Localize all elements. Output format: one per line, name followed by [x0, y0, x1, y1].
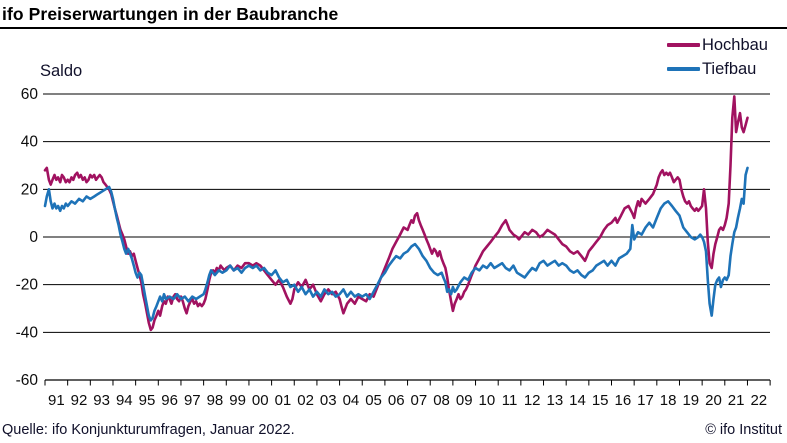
- tiefbau-line: [43, 166, 749, 322]
- x-tick-label: 11: [502, 392, 518, 409]
- x-tick-label: 96: [161, 392, 178, 409]
- chart-legend: Hochbau Tiefbau: [666, 36, 768, 78]
- x-tick-label: 08: [433, 392, 450, 409]
- x-tick-label: 03: [320, 392, 337, 409]
- x-tick-label: 04: [343, 392, 360, 409]
- y-tick-label: 20: [21, 181, 39, 198]
- x-tick-label: 01: [275, 392, 292, 409]
- y-tick-label: 40: [21, 134, 39, 151]
- x-tick-label: 94: [116, 392, 133, 409]
- x-tick-label: 21: [728, 392, 745, 409]
- legend-item-hochbau: Hochbau: [666, 36, 768, 54]
- y-tick-label: -20: [16, 277, 39, 294]
- x-tick-label: 13: [547, 392, 564, 409]
- x-tick-label: 00: [252, 392, 269, 409]
- y-tick-label: -40: [16, 324, 39, 341]
- x-tick-label: 19: [682, 392, 699, 409]
- page-title: ifo Preiserwartungen in der Baubranche: [2, 4, 339, 24]
- x-tick-label: 97: [184, 392, 201, 409]
- x-tick-label: 16: [614, 392, 631, 409]
- y-axis-title: Saldo: [40, 62, 83, 80]
- legend-item-tiefbau: Tiefbau: [666, 59, 768, 78]
- x-tick-label: 22: [750, 392, 767, 409]
- x-tick-label: 02: [297, 392, 314, 409]
- x-tick-label: 18: [660, 392, 677, 409]
- x-tick-label: 98: [207, 392, 224, 409]
- legend-label-hochbau: Hochbau: [701, 36, 768, 54]
- x-tick-label: 06: [388, 392, 405, 409]
- x-tick-label: 15: [592, 392, 609, 409]
- x-tick-label: 17: [637, 392, 654, 409]
- tiefbau-line-swatch: [666, 66, 700, 71]
- x-tick-label: 93: [93, 392, 110, 409]
- y-tick-label: 60: [21, 86, 39, 103]
- x-tick-label: 99: [229, 392, 246, 409]
- hochbau-line-swatch: [666, 43, 700, 48]
- y-tick-label: 0: [29, 229, 38, 246]
- legend-label-tiefbau: Tiefbau: [701, 59, 757, 78]
- x-tick-label: 07: [411, 392, 428, 409]
- x-tick-label: 20: [705, 392, 722, 409]
- copyright-note: © ifo Institut: [705, 422, 782, 438]
- source-note: Quelle: ifo Konjunkturumfragen, Januar 2…: [2, 422, 295, 438]
- x-tick-label: 91: [48, 392, 65, 409]
- x-tick-label: 95: [139, 392, 156, 409]
- x-tick-label: 05: [365, 392, 382, 409]
- x-tick-label: 10: [479, 392, 496, 409]
- x-tick-label: 14: [569, 392, 586, 409]
- x-tick-label: 09: [456, 392, 473, 409]
- hochbau-line: [43, 95, 749, 332]
- x-tick-label: 92: [71, 392, 88, 409]
- y-tick-label: -60: [16, 372, 39, 389]
- title-divider: [0, 27, 787, 29]
- x-tick-label: 12: [524, 392, 541, 409]
